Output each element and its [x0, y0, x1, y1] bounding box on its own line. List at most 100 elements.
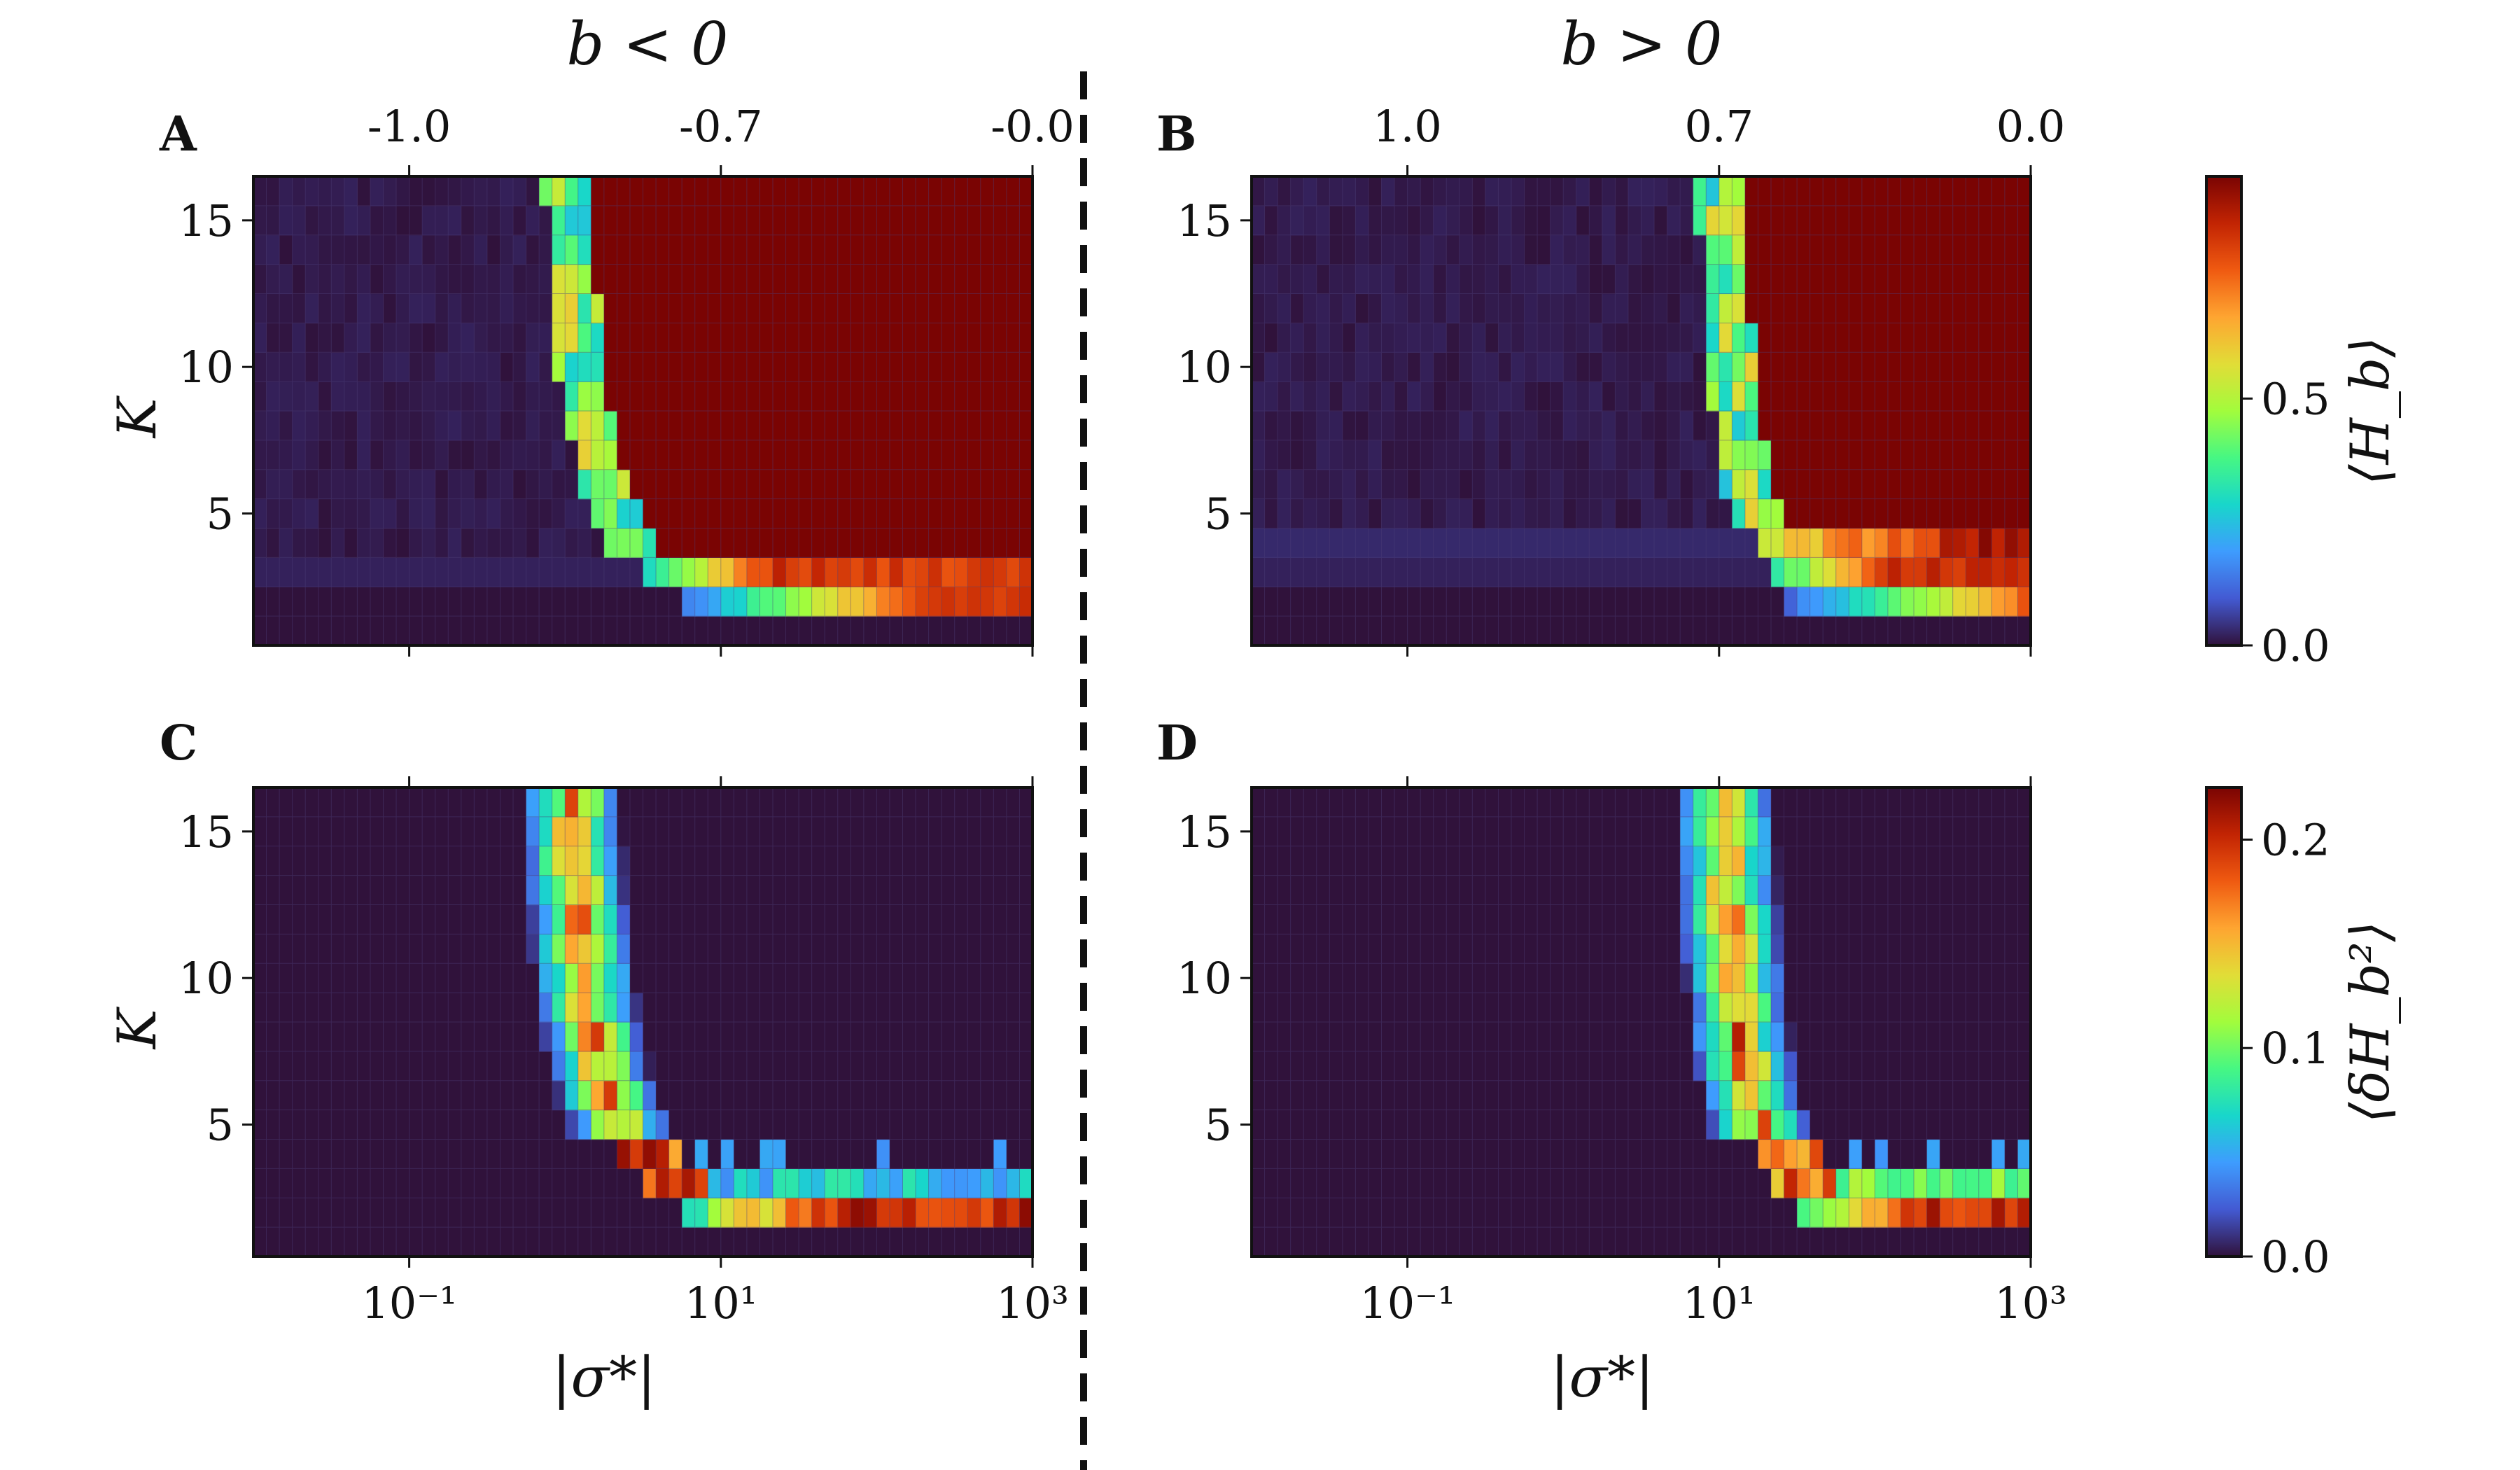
heatmap-cell [1278, 1198, 1292, 1228]
heatmap-cell [344, 528, 358, 558]
heatmap-cell [1019, 498, 1033, 529]
heatmap-cell [526, 1022, 540, 1052]
heatmap-cell [357, 1168, 371, 1198]
heatmap-cell [1550, 557, 1564, 587]
heatmap-cell [1576, 1227, 1590, 1257]
heatmap-cell [1498, 1139, 1512, 1169]
heatmap-cell [720, 1168, 734, 1198]
heatmap-cell [318, 788, 332, 818]
heatmap-cell [526, 993, 540, 1023]
heatmap-cell [1914, 323, 1928, 353]
heatmap-cell [383, 846, 397, 876]
heatmap-cell [1978, 1110, 1992, 1140]
heatmap-cell [889, 205, 904, 236]
heatmap-cell [889, 234, 904, 265]
heatmap-cell [331, 904, 345, 934]
heatmap-cell [1563, 963, 1577, 993]
heatmap-cell [1342, 1110, 1356, 1140]
heatmap-cell [1797, 816, 1811, 847]
heatmap-cell [1900, 498, 1914, 529]
heatmap-cell [1641, 1227, 1655, 1257]
heatmap-cell [539, 323, 553, 353]
heatmap-cell [2017, 904, 2031, 934]
heatmap-cell [1744, 382, 1759, 412]
heatmap-cell [656, 411, 670, 441]
heatmap-cell [1006, 176, 1021, 206]
heatmap-cell [1680, 264, 1694, 295]
heatmap-cell [1875, 1168, 1889, 1198]
heatmap-cell [1537, 234, 1551, 265]
heatmap-cell [1329, 587, 1343, 617]
heatmap-cell [448, 904, 462, 934]
heatmap-cell [318, 176, 332, 206]
heatmap-cell [1433, 382, 1447, 412]
heatmap-cell [305, 440, 319, 470]
heatmap-cell [253, 1227, 267, 1257]
heatmap-cell [694, 234, 708, 265]
heatmap-cell [318, 498, 332, 529]
heatmap-cell [2017, 469, 2031, 500]
heatmap-cell [1278, 1227, 1292, 1257]
heatmap-cell [785, 382, 799, 412]
heatmap-cell [1706, 411, 1720, 441]
heatmap-cell [773, 1198, 787, 1228]
heatmap-cell [941, 382, 955, 412]
heatmap-cell [1290, 557, 1304, 587]
heatmap-cell [720, 1227, 734, 1257]
heatmap-cell [668, 788, 682, 818]
heatmap-cell [760, 411, 774, 441]
heatmap-cell [603, 846, 617, 876]
heatmap-cell [850, 1198, 864, 1228]
heatmap-cell [708, 1022, 722, 1052]
heatmap-cell [629, 788, 644, 818]
heatmap-cell [331, 934, 345, 964]
heatmap-cell [1368, 875, 1382, 906]
heatmap-cell [708, 1227, 722, 1257]
heatmap-cell [941, 1051, 955, 1082]
heatmap-cell [1550, 1080, 1564, 1111]
heatmap-cell [474, 816, 488, 847]
heatmap-cell [656, 1110, 670, 1140]
heatmap-cell [1926, 934, 1940, 964]
heatmap-cell [396, 1110, 410, 1140]
heatmap-cell [1589, 788, 1603, 818]
heatmap-cell [565, 1110, 579, 1140]
heatmap-cell [396, 323, 410, 353]
heatmap-cell [811, 264, 825, 295]
heatmap-cell [1771, 846, 1785, 876]
heatmap-cell [1680, 469, 1694, 500]
heatmap-cell [1524, 323, 1538, 353]
heatmap-cell [1563, 205, 1577, 236]
heatmap-cell [682, 234, 696, 265]
heatmap-cell [1784, 875, 1798, 906]
heatmap-cell [825, 352, 839, 382]
heatmap-cell [1342, 616, 1356, 646]
heatmap-cell [720, 352, 734, 382]
heatmap-cell [2017, 934, 2031, 964]
heatmap-cell [253, 587, 267, 617]
heatmap-cell [825, 993, 839, 1023]
heatmap-cell [1823, 904, 1837, 934]
heatmap-cell [1914, 1168, 1928, 1198]
heatmap-cell [539, 352, 553, 382]
heatmap-cell [513, 875, 527, 906]
heatmap-cell [357, 352, 371, 382]
heatmap-cell [370, 382, 384, 412]
heatmap-cell [305, 816, 319, 847]
heatmap-cell [1940, 875, 1954, 906]
heatmap-cell [1381, 1168, 1395, 1198]
heatmap-cell [694, 816, 708, 847]
heatmap-cell [1329, 816, 1343, 847]
heatmap-cell [967, 846, 981, 876]
heatmap-cell [526, 1110, 540, 1140]
heatmap-cell [1628, 469, 1642, 500]
heatmap-cell [1342, 963, 1356, 993]
heatmap-cell [1654, 1080, 1668, 1111]
heatmap-cell [474, 1139, 488, 1169]
heatmap-cell [1797, 352, 1811, 382]
heatmap-cell [889, 788, 904, 818]
heatmap-cell [1706, 498, 1720, 529]
heatmap-cell [1628, 1168, 1642, 1198]
heatmap-cell [266, 993, 280, 1023]
heatmap-cell [993, 498, 1007, 529]
